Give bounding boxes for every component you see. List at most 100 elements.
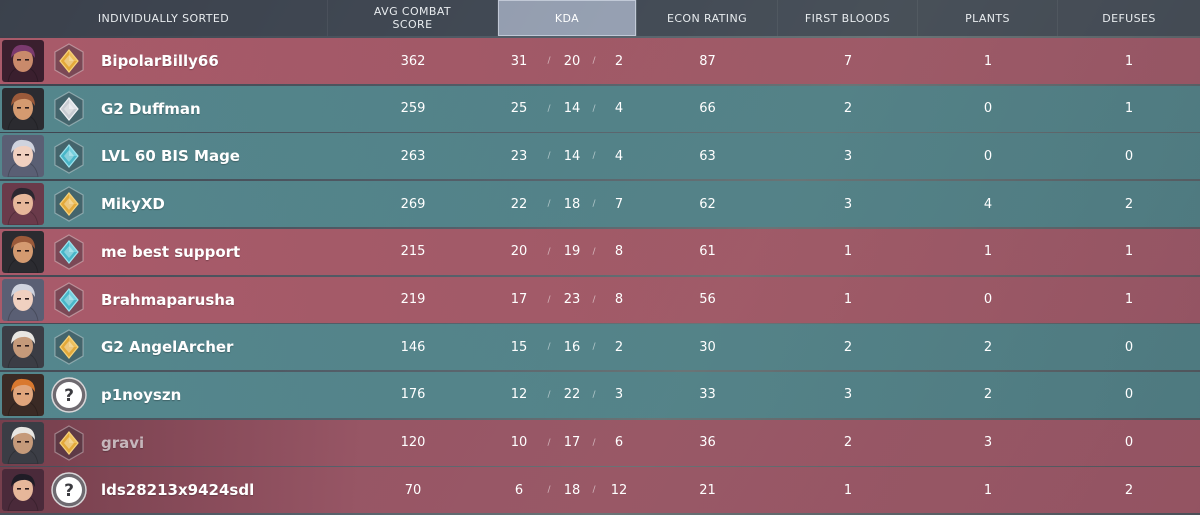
kda-separator: / — [547, 103, 551, 114]
deaths-value: 18 — [563, 482, 581, 498]
player-row[interactable]: LVL 60 BIS Mage 263 63 3 0 0 23 14 4 / / — [0, 133, 1200, 180]
agent-portrait-icon — [2, 421, 44, 464]
first-bloods-value: 7 — [843, 53, 853, 69]
econ-rating-value: 66 — [699, 101, 716, 117]
plants-value: 1 — [983, 244, 993, 260]
assists-value: 8 — [614, 244, 624, 260]
kda-separator: / — [592, 246, 596, 257]
defuses-value: 0 — [1124, 148, 1134, 164]
kda-separator: / — [547, 485, 551, 496]
deaths-value: 16 — [563, 339, 581, 355]
first-bloods-value: 1 — [843, 292, 853, 307]
kda-separator: / — [547, 199, 551, 210]
player-name[interactable]: gravi — [101, 433, 145, 452]
player-row[interactable]: me best support 215 61 1 1 1 20 19 8 / / — [0, 228, 1200, 275]
sort-toggle-header[interactable]: INDIVIDUALLY SORTED — [0, 0, 328, 36]
acs-label: AVG COMBAT SCORE — [373, 5, 452, 31]
player-name[interactable]: lds28213x9424sdl — [101, 481, 255, 500]
agent-portrait-icon — [2, 87, 44, 130]
player-row[interactable]: BipolarBilly66 362 87 7 1 1 31 20 2 / / — [0, 38, 1200, 84]
defuses-value: 0 — [1124, 339, 1134, 355]
agent-portrait-icon — [2, 135, 44, 178]
defuses-value: 1 — [1124, 244, 1134, 260]
acs-value: 263 — [400, 148, 426, 164]
assists-value: 7 — [614, 196, 624, 212]
acs-value: 259 — [400, 101, 426, 117]
kda-separator: / — [592, 342, 596, 353]
player-name[interactable]: MikyXD — [101, 195, 165, 214]
first-bloods-value: 3 — [843, 148, 853, 164]
player-row[interactable]: G2 Duffman 259 66 2 0 1 25 14 4 / / — [0, 85, 1200, 132]
player-name[interactable]: BipolarBilly66 — [101, 52, 219, 70]
first-bloods-value: 1 — [843, 244, 853, 260]
econ-rating-value: 62 — [699, 196, 716, 212]
column-header-acs[interactable]: AVG COMBAT SCORE — [328, 0, 498, 36]
deaths-value: 18 — [563, 196, 581, 212]
assists-value: 2 — [614, 339, 624, 355]
platinum-rank-icon — [50, 137, 88, 175]
kda-separator: / — [547, 342, 551, 353]
column-header-kda[interactable]: KDA — [498, 0, 636, 36]
agent-portrait-icon — [2, 469, 44, 512]
kills-value: 17 — [510, 292, 528, 307]
player-name[interactable]: Brahmaparusha — [101, 290, 236, 309]
kda-separator: / — [547, 294, 551, 305]
agent-portrait-icon — [2, 278, 44, 321]
kills-value: 25 — [510, 101, 528, 117]
player-name[interactable]: p1noyszn — [101, 385, 182, 404]
first-bloods-value: 2 — [843, 339, 853, 355]
plants-value: 2 — [983, 387, 993, 403]
kills-value: 23 — [510, 148, 528, 164]
assists-value: 4 — [614, 148, 624, 164]
player-name[interactable]: me best support — [101, 242, 241, 261]
column-header-econ[interactable]: ECON RATING — [637, 0, 778, 36]
column-header-defuses[interactable]: DEFUSES — [1058, 0, 1200, 36]
column-header-first-bloods[interactable]: FIRST BLOODS — [778, 0, 918, 36]
plants-value: 3 — [983, 435, 993, 451]
econ-rating-value: 36 — [699, 435, 716, 451]
defuses-value: 1 — [1124, 53, 1134, 69]
kills-value: 22 — [510, 196, 528, 212]
agent-portrait-icon — [2, 40, 44, 82]
econ-rating-value: 87 — [699, 53, 716, 69]
acs-value: 70 — [404, 482, 422, 498]
acs-value: 215 — [400, 244, 426, 260]
player-name[interactable]: G2 Duffman — [101, 99, 201, 118]
player-row[interactable]: ? p1noyszn 176 33 3 2 0 12 22 3// — [0, 371, 1200, 418]
scoreboard-header: INDIVIDUALLY SORTED AVG COMBAT SCORE KDA… — [0, 0, 1200, 36]
column-header-plants[interactable]: PLANTS — [918, 0, 1058, 36]
defuses-value: 1 — [1124, 292, 1134, 307]
kda-separator: / — [547, 56, 551, 66]
player-row[interactable]: G2 AngelArcher 146 30 2 2 0 15 16 2 / / — [0, 324, 1200, 371]
kills-value: 20 — [510, 244, 528, 260]
player-row[interactable]: gravi 120 36 2 3 0 10 17 6 / / — [0, 419, 1200, 466]
plants-label: PLANTS — [965, 11, 1010, 25]
kda-separator: / — [592, 437, 596, 448]
kda-separator: / — [547, 151, 551, 162]
econ-rating-value: 33 — [699, 387, 716, 403]
defuses-label: DEFUSES — [1102, 11, 1156, 25]
defuses-value: 2 — [1124, 196, 1134, 212]
svg-text:?: ? — [64, 386, 74, 406]
player-name[interactable]: LVL 60 BIS Mage — [101, 147, 240, 166]
acs-value: 219 — [400, 292, 426, 307]
player-name[interactable]: G2 AngelArcher — [101, 338, 234, 357]
player-row[interactable]: Brahmaparusha 219 56 1 0 1 17 23 8 / / — [0, 276, 1200, 323]
kda-separator: / — [592, 103, 596, 114]
svg-text:?: ? — [64, 481, 74, 501]
kda-separator: / — [592, 199, 596, 210]
player-row[interactable]: MikyXD 269 62 3 4 2 22 18 7// — [0, 181, 1200, 228]
plants-value: 0 — [983, 101, 993, 117]
econ-rating-value: 63 — [699, 148, 716, 164]
gold-rank-icon — [50, 42, 88, 80]
assists-value: 4 — [614, 101, 624, 117]
kda-separator: / — [592, 389, 596, 400]
acs-value: 269 — [400, 196, 426, 212]
player-row[interactable]: ? lds28213x9424sdl 70 21 1 1 2 6 18 12// — [0, 467, 1200, 514]
sort-label: INDIVIDUALLY SORTED — [97, 11, 230, 25]
defuses-value: 0 — [1124, 387, 1134, 403]
acs-value: 362 — [400, 53, 426, 69]
kda-separator: / — [547, 246, 551, 257]
first-bloods-label: FIRST BLOODS — [804, 11, 891, 25]
deaths-value: 14 — [563, 101, 581, 117]
